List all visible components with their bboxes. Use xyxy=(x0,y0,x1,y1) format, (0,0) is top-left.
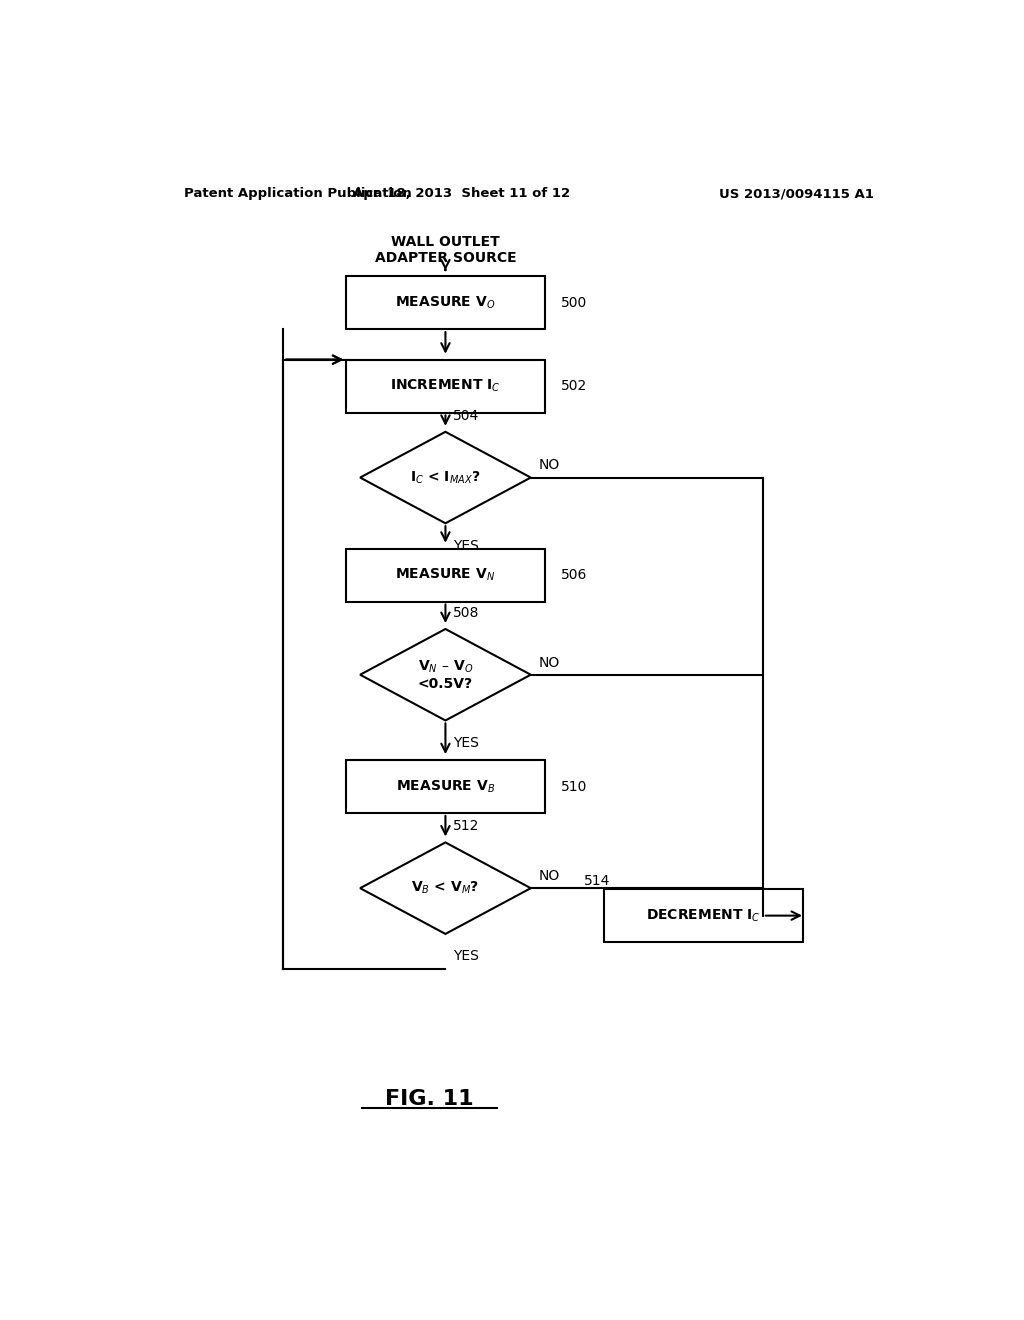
Text: V$_B$ < V$_M$?: V$_B$ < V$_M$? xyxy=(412,880,479,896)
Text: INCREMENT I$_C$: INCREMENT I$_C$ xyxy=(390,378,501,395)
Text: 508: 508 xyxy=(454,606,480,619)
Text: FIG. 11: FIG. 11 xyxy=(385,1089,474,1109)
Bar xyxy=(604,890,803,942)
Text: V$_N$ – V$_O$
<0.5V?: V$_N$ – V$_O$ <0.5V? xyxy=(418,659,473,692)
Text: NO: NO xyxy=(539,869,560,883)
Text: NO: NO xyxy=(539,458,560,473)
Text: 504: 504 xyxy=(454,409,479,422)
Text: 506: 506 xyxy=(560,568,587,582)
Bar xyxy=(346,549,545,602)
Text: MEASURE V$_N$: MEASURE V$_N$ xyxy=(395,566,496,583)
Bar xyxy=(346,359,545,412)
Polygon shape xyxy=(360,630,530,721)
Text: YES: YES xyxy=(454,539,479,553)
Text: 514: 514 xyxy=(585,874,610,888)
Text: WALL OUTLET
ADAPTER SOURCE: WALL OUTLET ADAPTER SOURCE xyxy=(375,235,516,265)
Text: MEASURE V$_B$: MEASURE V$_B$ xyxy=(396,779,495,795)
Text: 512: 512 xyxy=(454,820,480,833)
Text: YES: YES xyxy=(454,735,479,750)
Text: YES: YES xyxy=(454,949,479,964)
Text: I$_C$ < I$_{MAX}$?: I$_C$ < I$_{MAX}$? xyxy=(411,470,480,486)
Text: Patent Application Publication: Patent Application Publication xyxy=(183,187,412,201)
Text: US 2013/0094115 A1: US 2013/0094115 A1 xyxy=(719,187,873,201)
Bar xyxy=(346,760,545,813)
Text: MEASURE V$_O$: MEASURE V$_O$ xyxy=(395,294,496,312)
Text: 510: 510 xyxy=(560,780,587,793)
Text: NO: NO xyxy=(539,656,560,669)
Text: 502: 502 xyxy=(560,379,587,393)
Text: DECREMENT I$_C$: DECREMENT I$_C$ xyxy=(646,907,761,924)
Polygon shape xyxy=(360,432,530,523)
Bar xyxy=(346,276,545,329)
Text: 500: 500 xyxy=(560,296,587,310)
Polygon shape xyxy=(360,842,530,935)
Text: Apr. 18, 2013  Sheet 11 of 12: Apr. 18, 2013 Sheet 11 of 12 xyxy=(352,187,570,201)
